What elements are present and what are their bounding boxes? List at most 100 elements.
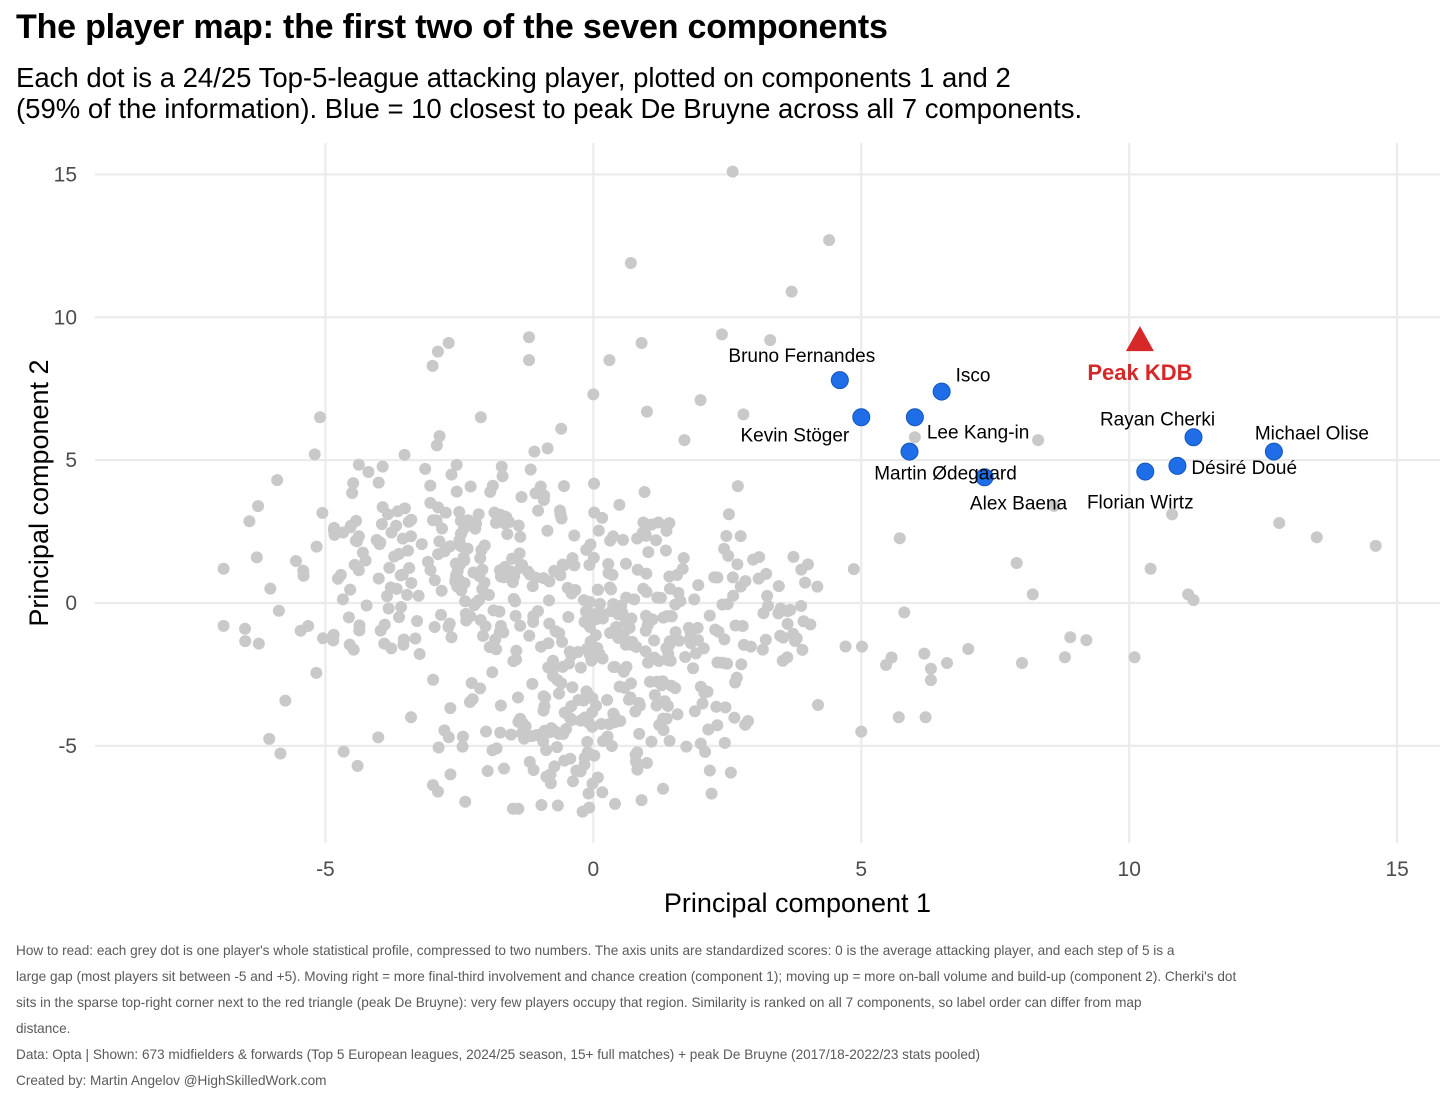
grey-point — [419, 462, 432, 475]
grey-point — [726, 165, 739, 178]
highlighted-point — [900, 442, 919, 461]
grey-point — [924, 674, 937, 687]
grey-point — [789, 635, 802, 648]
grey-point — [623, 621, 636, 634]
grey-point — [1016, 657, 1029, 669]
grey-point — [703, 764, 716, 777]
grey-point — [488, 506, 501, 519]
grey-points — [217, 165, 1382, 818]
grey-point — [572, 693, 585, 706]
grey-point — [523, 331, 536, 344]
grey-point — [680, 740, 693, 753]
grey-point — [381, 590, 394, 603]
grey-point — [688, 705, 701, 718]
grey-point — [426, 779, 439, 792]
grey-point — [1369, 539, 1382, 552]
grey-point — [781, 617, 794, 630]
grey-point — [588, 477, 601, 490]
x-tick-label: 15 — [1385, 858, 1408, 881]
grey-point — [494, 726, 507, 739]
grey-point — [413, 648, 426, 661]
grey-point — [551, 799, 564, 812]
caption-line-1: How to read: each grey dot is one player… — [16, 943, 1175, 958]
grey-point — [554, 508, 567, 521]
x-axis-title: Principal component 1 — [664, 888, 931, 918]
x-tick-label: 0 — [588, 858, 600, 881]
data-source: Data: Opta | Shown: 673 midfielders & fo… — [16, 1047, 980, 1062]
grey-point — [731, 558, 744, 571]
grey-point — [696, 697, 709, 710]
grey-point — [523, 354, 536, 367]
grey-point — [445, 631, 458, 644]
grey-point — [381, 508, 394, 521]
grey-point — [642, 546, 655, 559]
grey-point — [274, 747, 287, 760]
grey-point — [669, 682, 682, 695]
grey-point — [459, 595, 472, 608]
grey-point — [574, 661, 587, 674]
grey-point — [718, 542, 731, 555]
grey-point — [734, 530, 747, 543]
grey-point — [640, 757, 653, 769]
grey-point — [463, 696, 476, 709]
grey-point — [617, 665, 630, 678]
caption-line-4: distance. — [16, 1021, 71, 1036]
grey-point — [607, 707, 620, 720]
grey-point — [456, 730, 469, 743]
grey-point — [528, 445, 541, 458]
grey-point — [726, 571, 739, 584]
highlighted-point — [1264, 442, 1283, 461]
grey-point — [442, 337, 455, 349]
player-label: Florian Wirtz — [1087, 493, 1194, 514]
grey-point — [509, 595, 522, 608]
grey-point — [549, 725, 562, 738]
grey-point — [484, 485, 497, 498]
grey-point — [720, 530, 733, 543]
grey-point — [601, 694, 614, 707]
grey-point — [362, 465, 375, 478]
grey-point — [297, 564, 310, 577]
grey-point — [451, 564, 464, 577]
chart-subtitle: Each dot is a 24/25 Top-5-league attacki… — [16, 62, 1436, 124]
grey-point — [431, 345, 444, 358]
grey-point — [518, 732, 531, 745]
grey-point — [856, 640, 869, 653]
player-label: Bruno Fernandes — [728, 346, 875, 367]
grey-point — [684, 637, 697, 650]
player-labels: Bruno Fernandes Isco Kevin Stöger Lee Kang-… — [728, 346, 1368, 514]
grey-point — [682, 621, 695, 634]
grey-point — [334, 568, 347, 581]
grey-point — [515, 491, 528, 504]
grey-point — [252, 500, 265, 513]
grey-point — [777, 631, 790, 644]
grey-point — [586, 706, 599, 719]
grey-point — [555, 422, 568, 435]
grey-point — [382, 602, 395, 615]
grey-point — [552, 687, 565, 700]
grey-point — [289, 554, 302, 567]
grey-point — [396, 568, 409, 581]
grey-point — [638, 526, 651, 539]
grey-point — [507, 655, 520, 668]
grey-point — [672, 586, 685, 599]
grey-point — [310, 540, 323, 553]
grey-point — [527, 764, 540, 777]
grey-point — [383, 561, 396, 574]
grey-point — [395, 601, 408, 614]
grey-point — [651, 675, 664, 688]
grey-point — [239, 635, 252, 648]
grey-point — [512, 802, 525, 815]
grey-point — [556, 635, 569, 648]
grey-point — [435, 584, 448, 597]
grey-point — [715, 328, 728, 341]
grey-point — [442, 731, 455, 744]
grey-point — [548, 760, 561, 773]
grey-point — [498, 517, 511, 530]
grey-point — [587, 551, 600, 564]
grey-point — [671, 568, 684, 581]
grey-point — [272, 604, 285, 617]
grey-point — [583, 607, 596, 620]
grey-point — [661, 699, 674, 712]
grey-point — [583, 801, 596, 814]
grey-point — [393, 611, 406, 624]
